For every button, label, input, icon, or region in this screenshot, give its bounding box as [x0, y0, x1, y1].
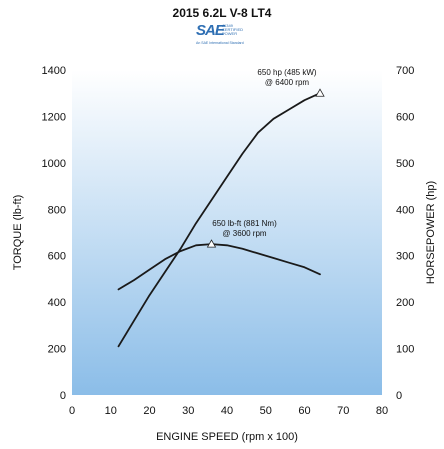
horsepower-peak-annotation: @ 6400 rpm	[265, 78, 309, 87]
sae-logo-mark: SAE	[196, 22, 225, 39]
y-right-tick-label: 100	[396, 344, 414, 356]
y-right-tick-label: 200	[396, 297, 414, 309]
y-right-tick-label: 500	[396, 158, 414, 170]
sae-logo-line: CERTIFIED	[222, 27, 244, 32]
x-tick-label: 70	[337, 405, 349, 417]
y-left-tick-label: 1400	[42, 65, 66, 77]
x-tick-label: 0	[69, 405, 75, 417]
torque-peak-marker	[206, 239, 217, 248]
y-right-tick-label: 0	[396, 390, 402, 402]
plot-area-background	[72, 70, 382, 395]
y-left-tick-label: 600	[48, 251, 66, 263]
horsepower-peak-annotation: 650 hp (485 kW)	[257, 68, 316, 77]
y-left-tick-label: 400	[48, 297, 66, 309]
sae-logo-subtitle: An SAE International Standard	[196, 41, 244, 45]
y-right-axis-label: HORSEPOWER (hp)	[425, 181, 437, 284]
x-axis-label: ENGINE SPEED (rpm x 100)	[156, 431, 298, 443]
sae-logo-text: J1349 CERTIFIED POWER	[222, 24, 243, 36]
y-right-tick-label: 300	[396, 251, 414, 263]
x-tick-label: 40	[221, 405, 233, 417]
x-tick-label: 20	[143, 405, 155, 417]
y-left-axis-label: TORQUE (lb-ft)	[12, 195, 24, 271]
y-left-tick-label: 0	[60, 390, 66, 402]
torque-peak-annotation: @ 3600 rpm	[222, 229, 266, 238]
sae-logo-line: POWER	[222, 31, 238, 36]
y-left-tick-label: 1200	[42, 111, 66, 123]
torque-peak-annotation: 650 lb-ft (881 Nm)	[212, 219, 277, 228]
x-tick-label: 30	[182, 405, 194, 417]
horsepower-line	[117, 92, 321, 348]
x-tick-label: 10	[105, 405, 117, 417]
x-tick-label: 80	[376, 405, 388, 417]
y-right-tick-label: 400	[396, 204, 414, 216]
y-right-tick-label: 600	[396, 111, 414, 123]
sae-logo-line: J1349	[222, 23, 233, 28]
y-left-tick-label: 800	[48, 204, 66, 216]
torque-line	[117, 243, 321, 291]
y-right-tick-label: 700	[396, 65, 414, 77]
horsepower-peak-marker	[315, 88, 325, 97]
chart-title: 2015 6.2L V-8 LT4	[172, 6, 272, 20]
x-tick-label: 60	[298, 405, 310, 417]
sae-certified-logo: SAE J1349 CERTIFIED POWER An SAE Interna…	[196, 22, 250, 48]
x-tick-label: 50	[260, 405, 272, 417]
y-left-tick-label: 200	[48, 344, 66, 356]
y-left-tick-label: 1000	[42, 158, 66, 170]
